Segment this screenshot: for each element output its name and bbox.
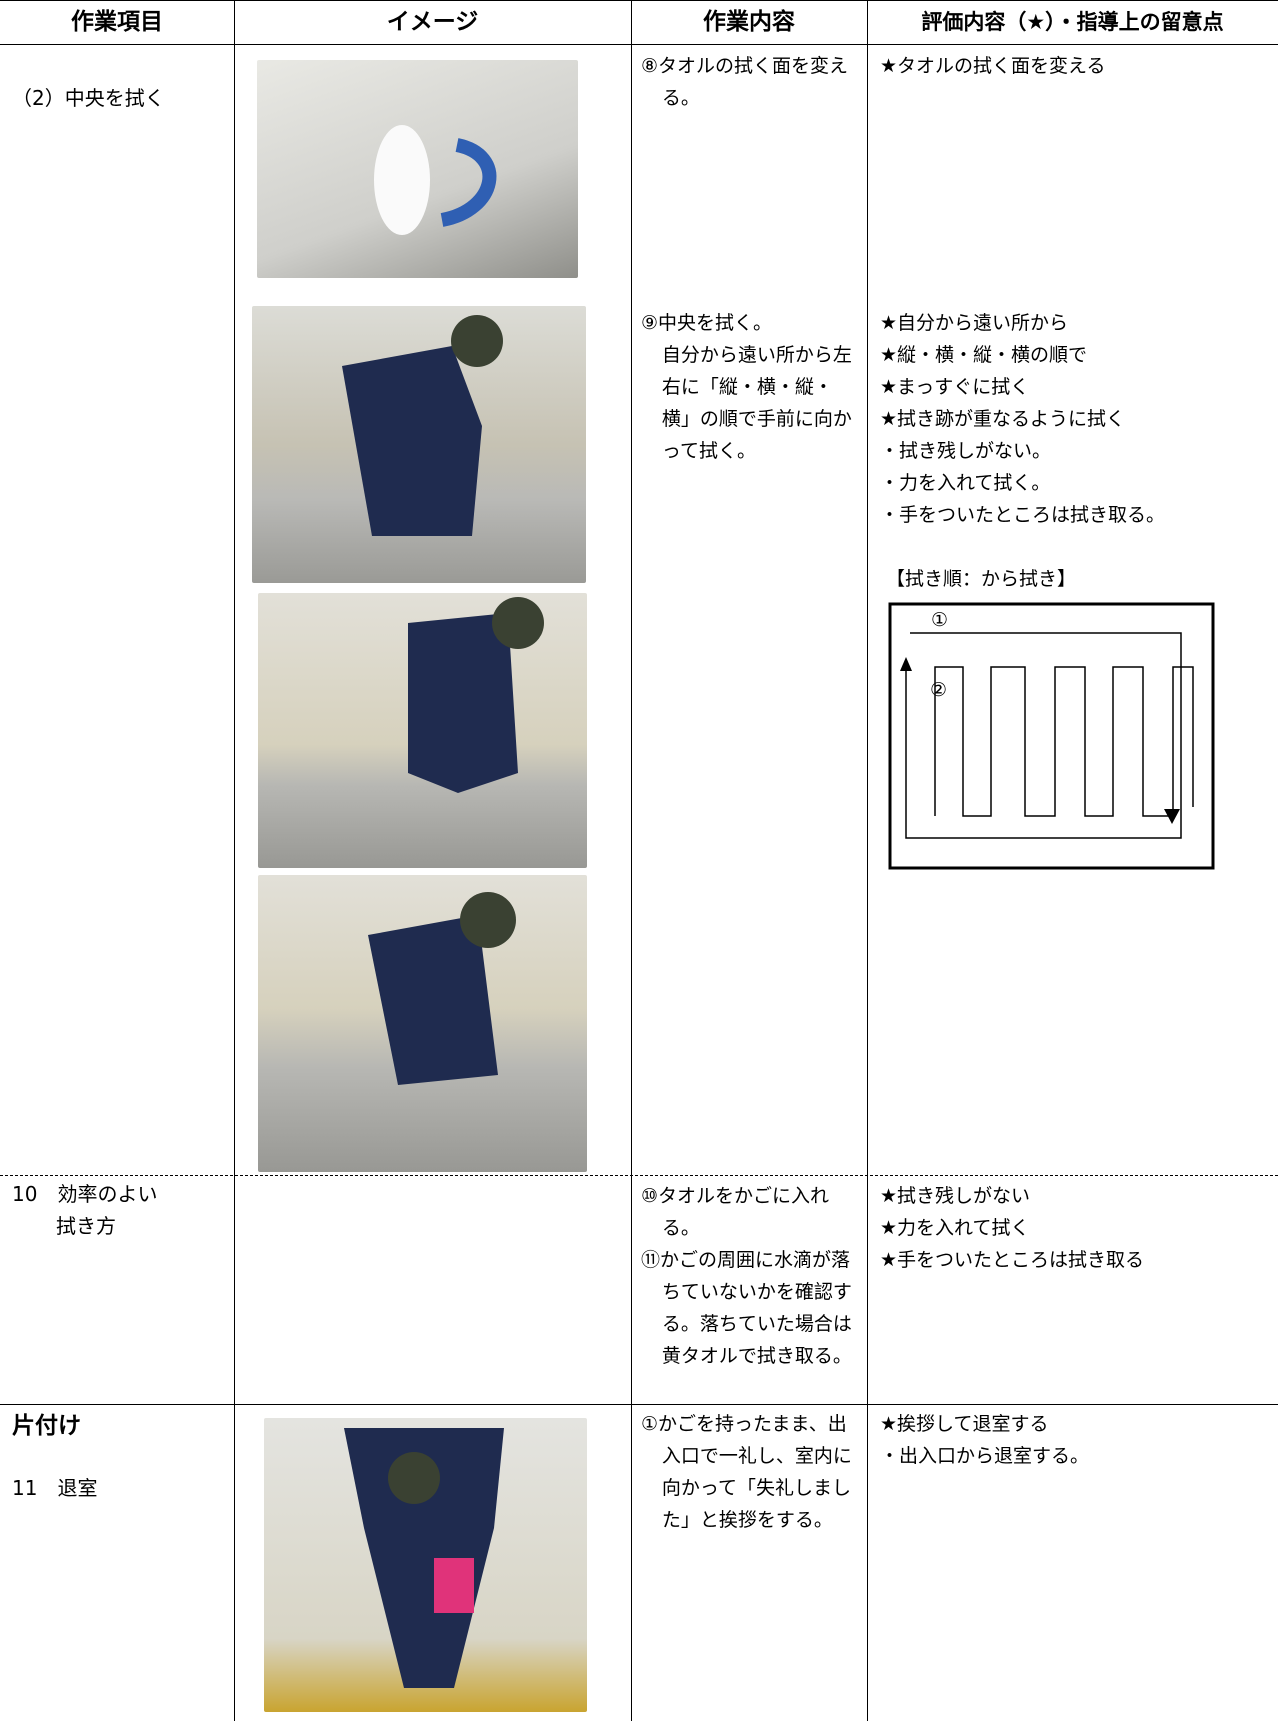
- photo: [258, 593, 587, 868]
- evaluation: ★自分から遠い所から ★縦・横・縦・横の順で ★まっすぐに拭く ★拭き跡が重なるように…: [880, 307, 1270, 531]
- content-text: ⑪かごの周囲に水滴が落ちていないかを確認する。落ちていた場合は黄タオルで拭き取る…: [641, 1249, 852, 1367]
- header-cell: 作業項目: [71, 9, 163, 35]
- content-text: ⑧タオルの拭く面を変える。: [641, 55, 849, 109]
- rule: [0, 1175, 1278, 1176]
- evaluation: ★タオルの拭く面を変える: [880, 50, 1270, 82]
- content-text: 自分から遠い所から左右に「縦・横・縦・横」の順で手前に向かって拭く。: [661, 344, 852, 462]
- photo: [257, 60, 578, 278]
- rule: [0, 1404, 1278, 1405]
- rule: [867, 0, 868, 1721]
- content: ⑧タオルの拭く面を変える。: [641, 50, 855, 114]
- eval-text: ★拭き跡が重なるように拭く: [880, 408, 1126, 430]
- rule: [0, 0, 1278, 1]
- eval-text: ★手をついたところは拭き取る: [880, 1249, 1145, 1271]
- diagram-arrow: [900, 657, 912, 671]
- photo: [258, 875, 587, 1172]
- item-text: 10 効率のよい: [12, 1182, 158, 1206]
- photo-content: [408, 597, 544, 793]
- item: 10 効率のよい 拭き方: [12, 1178, 227, 1242]
- eval-text: ・出入口から退室する。: [880, 1445, 1090, 1467]
- header-cell: 評価内容（★）・指導上の留意点: [921, 10, 1224, 34]
- content: ⑩タオルをかごに入れる。 ⑪かごの周囲に水滴が落ちていないかを確認する。落ちていた…: [641, 1180, 855, 1372]
- content: ①かごを持ったまま、出入口で一礼し、室内に向かって「失礼しました」と挨拶をする。: [641, 1408, 855, 1536]
- content: ⑨中央を拭く。 自分から遠い所から左右に「縦・横・縦・横」の順で手前に向かって拭…: [641, 307, 855, 467]
- photo-content: [344, 1428, 504, 1688]
- diagram-path: [934, 666, 1194, 817]
- diagram-label: ②: [930, 679, 947, 701]
- eval-text: ・拭き残しがない。: [880, 440, 1052, 462]
- rule: [234, 0, 235, 1721]
- photo-content: [342, 315, 503, 536]
- photo: [252, 306, 586, 583]
- content-text: ⑨中央を拭く。: [641, 312, 773, 334]
- diagram-path: [905, 632, 1182, 839]
- header-cell: イメージ: [386, 9, 479, 35]
- content-text: ⑩タオルをかごに入れる。: [641, 1185, 830, 1239]
- eval-text: ★自分から遠い所から: [880, 312, 1069, 334]
- rule: [0, 44, 1278, 45]
- item: 11 退室: [12, 1476, 98, 1500]
- diagram-title: 【拭き順：から拭き】: [886, 568, 1077, 590]
- eval-text: ★縦・横・縦・横の順で: [880, 344, 1088, 366]
- header-cell: 作業内容: [703, 9, 795, 35]
- photo-content: [374, 125, 497, 235]
- photo: [264, 1418, 587, 1712]
- section: 片付け: [12, 1413, 81, 1439]
- item-text: 拭き方: [56, 1214, 116, 1238]
- eval-text: ★まっすぐに拭く: [880, 376, 1030, 398]
- eval-text: ★挨拶して退室する: [880, 1413, 1049, 1435]
- diagram-frame: [888, 602, 1215, 870]
- evaluation: ★挨拶して退室する・出入口から退室する。: [880, 1408, 1270, 1472]
- wiping-diagram: ① ②: [888, 602, 1215, 870]
- photo-content: [368, 892, 516, 1085]
- evaluation: ★拭き残しがない ★力を入れて拭く ★手をついたところは拭き取る: [880, 1180, 1270, 1276]
- eval-text: ・力を入れて拭く。: [880, 472, 1051, 494]
- eval-text: ・手をついたところは拭き取る。: [880, 504, 1166, 526]
- eval-text: ★タオルの拭く面を変える: [880, 55, 1106, 77]
- rule: [631, 0, 632, 1721]
- content-text: ①かごを持ったまま、出入口で一礼し、室内に向かって「失礼しました」と挨拶をする。: [641, 1413, 852, 1531]
- item: （2）中央を拭く: [12, 86, 165, 110]
- diagram-label: ①: [931, 609, 948, 631]
- diagram-arrow: [1164, 809, 1180, 824]
- eval-text: ★力を入れて拭く: [880, 1217, 1030, 1239]
- eval-text: ★拭き残しがない: [880, 1185, 1031, 1207]
